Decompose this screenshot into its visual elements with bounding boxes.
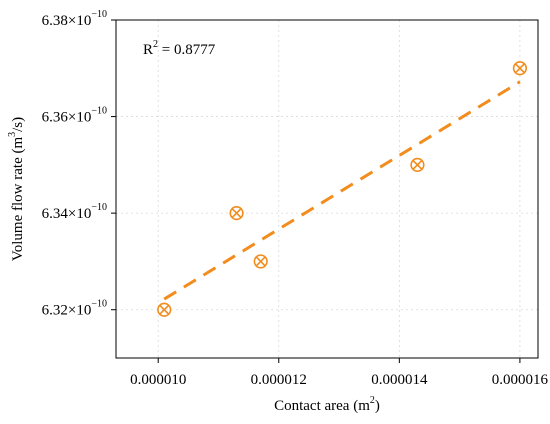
x-axis-title: Contact area (m2) bbox=[274, 395, 380, 414]
fit-line bbox=[163, 80, 521, 301]
data-point bbox=[229, 206, 244, 221]
x-tick-label: 0.000014 bbox=[371, 372, 428, 388]
data-point bbox=[157, 302, 172, 317]
y-tick-label: 6.36×10−10 bbox=[42, 106, 107, 126]
grid-lines bbox=[116, 19, 538, 358]
x-tick-label: 0.000010 bbox=[130, 372, 186, 388]
y-tick-label: 6.32×10−10 bbox=[42, 299, 107, 319]
data-point bbox=[512, 61, 528, 76]
plot-frame bbox=[115, 19, 539, 359]
axis-ticks: 0.000010 0.000012 0.000014 0.000016 6.32×10−… bbox=[42, 9, 549, 388]
r-squared-annotation: R2 = 0.8777 bbox=[143, 39, 216, 58]
y-tick-label: 6.34×10−10 bbox=[42, 202, 107, 222]
y-axis-title: Volume flow rate (m3/s) bbox=[7, 117, 26, 261]
data-points bbox=[157, 61, 528, 317]
y-tick-label: 6.38×10−10 bbox=[42, 9, 107, 29]
x-tick-label: 0.000016 bbox=[492, 372, 549, 388]
data-point bbox=[253, 254, 268, 269]
fit-line-group bbox=[163, 80, 521, 301]
data-point bbox=[410, 157, 425, 172]
x-tick-label: 0.000012 bbox=[251, 372, 307, 388]
